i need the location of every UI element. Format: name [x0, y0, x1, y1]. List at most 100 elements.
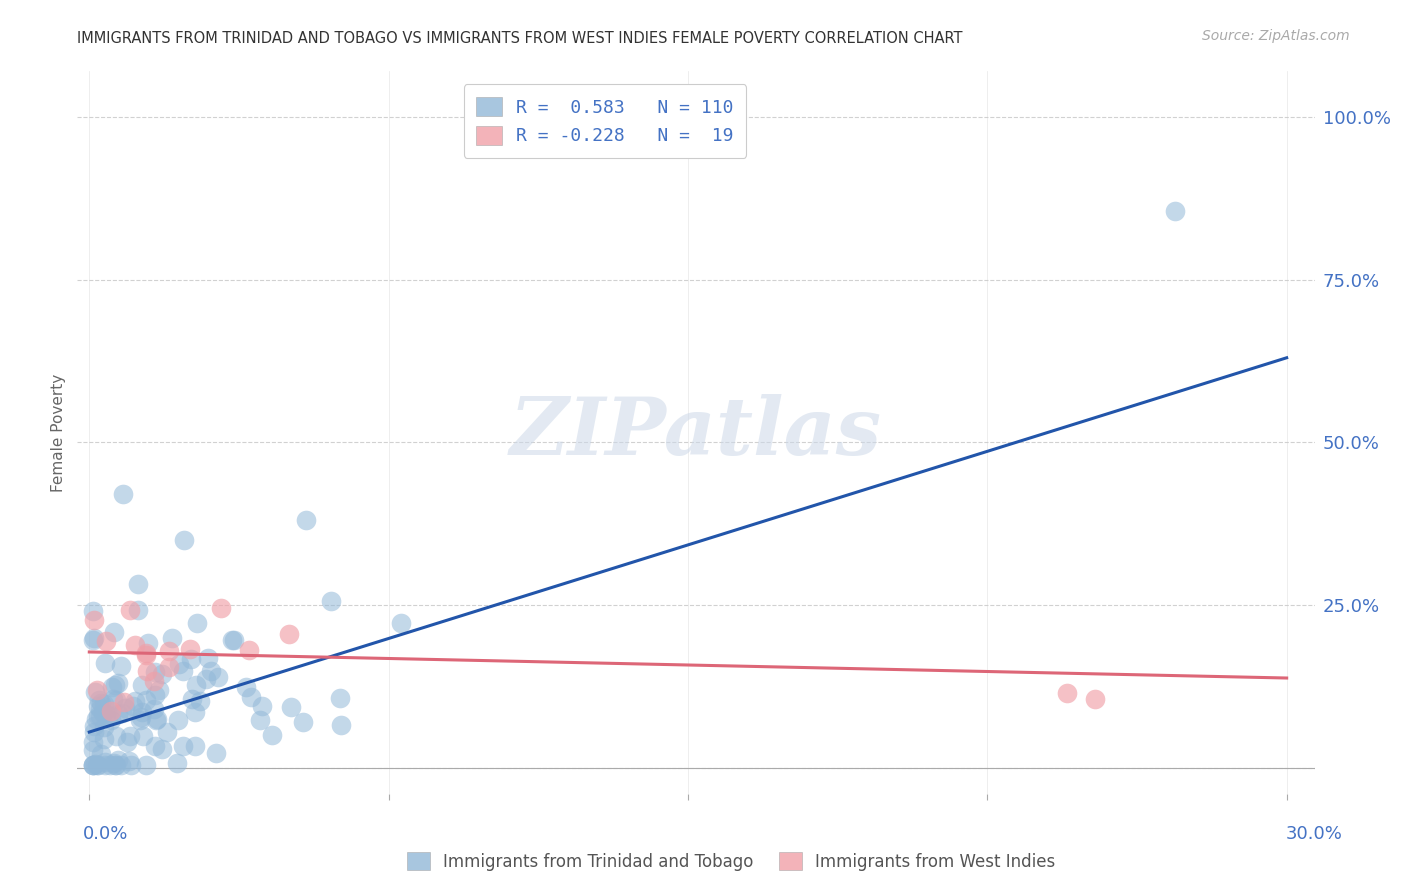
- Point: [82, 632, 104, 647]
- Point: [118, 755, 141, 769]
- Point: [127, 577, 149, 591]
- Point: [96, 706, 118, 721]
- Point: [142, 702, 165, 716]
- Point: [94, 633, 117, 648]
- Point: [143, 739, 166, 753]
- Text: 30.0%: 30.0%: [1286, 825, 1343, 843]
- Point: [107, 676, 129, 690]
- Point: [114, 701, 136, 715]
- Point: [101, 692, 124, 706]
- Point: [181, 692, 204, 706]
- Point: [235, 680, 257, 694]
- Point: [173, 533, 195, 547]
- Point: [222, 632, 245, 647]
- Legend: R =  0.583   N = 110, R = -0.228   N =  19: R = 0.583 N = 110, R = -0.228 N = 19: [464, 84, 747, 158]
- Point: [82, 735, 104, 749]
- Point: [111, 487, 134, 501]
- Point: [167, 657, 190, 671]
- Point: [94, 755, 117, 769]
- Point: [107, 707, 129, 722]
- Point: [110, 757, 132, 772]
- Point: [148, 683, 170, 698]
- Point: [132, 729, 155, 743]
- Point: [100, 704, 122, 718]
- Text: Source: ZipAtlas.com: Source: ZipAtlas.com: [1202, 29, 1350, 43]
- Point: [82, 757, 104, 772]
- Text: ZIPatlas: ZIPatlas: [510, 394, 882, 471]
- Point: [87, 708, 110, 723]
- Point: [93, 731, 115, 746]
- Point: [83, 725, 105, 739]
- Point: [112, 695, 135, 709]
- Point: [127, 603, 149, 617]
- Point: [105, 729, 128, 743]
- Point: [184, 677, 207, 691]
- Point: [89, 702, 111, 716]
- Point: [97, 708, 120, 723]
- Point: [194, 672, 217, 686]
- Point: [135, 646, 157, 660]
- Point: [83, 719, 105, 733]
- Point: [329, 691, 352, 706]
- Point: [110, 658, 132, 673]
- Text: 0.0%: 0.0%: [83, 825, 128, 843]
- Point: [83, 756, 105, 771]
- Point: [90, 747, 112, 761]
- Point: [160, 631, 183, 645]
- Point: [98, 757, 121, 772]
- Point: [156, 725, 179, 739]
- Point: [172, 739, 194, 753]
- Point: [83, 631, 105, 645]
- Point: [134, 693, 156, 707]
- Point: [100, 714, 122, 728]
- Point: [207, 670, 229, 684]
- Point: [82, 757, 104, 772]
- Point: [82, 743, 104, 757]
- Y-axis label: Female Poverty: Female Poverty: [51, 374, 66, 491]
- Point: [184, 705, 207, 719]
- Point: [146, 712, 169, 726]
- Point: [135, 648, 157, 662]
- Point: [91, 706, 114, 720]
- Point: [157, 660, 180, 674]
- Point: [86, 682, 108, 697]
- Legend: Immigrants from Trinidad and Tobago, Immigrants from West Indies: Immigrants from Trinidad and Tobago, Imm…: [398, 844, 1064, 880]
- Point: [124, 694, 146, 708]
- Point: [118, 729, 141, 743]
- Point: [103, 756, 125, 771]
- Point: [107, 753, 129, 767]
- Point: [166, 714, 188, 728]
- Point: [131, 705, 153, 719]
- Point: [143, 689, 166, 703]
- Point: [280, 700, 302, 714]
- Point: [104, 678, 127, 692]
- Point: [86, 698, 108, 713]
- Point: [389, 616, 412, 631]
- Point: [150, 667, 173, 681]
- Point: [145, 714, 167, 728]
- Point: [87, 757, 110, 772]
- Point: [93, 720, 115, 734]
- Point: [143, 665, 166, 679]
- Point: [277, 627, 299, 641]
- Point: [93, 698, 115, 712]
- Point: [150, 742, 173, 756]
- Point: [209, 601, 232, 615]
- Point: [294, 514, 316, 528]
- Point: [205, 746, 228, 760]
- Point: [221, 633, 243, 648]
- Point: [111, 706, 134, 721]
- Point: [118, 602, 141, 616]
- Point: [129, 710, 152, 724]
- Point: [117, 735, 139, 749]
- Point: [157, 644, 180, 658]
- Point: [82, 757, 104, 772]
- Point: [83, 685, 105, 699]
- Text: IMMIGRANTS FROM TRINIDAD AND TOBAGO VS IMMIGRANTS FROM WEST INDIES FEMALE POVERT: IMMIGRANTS FROM TRINIDAD AND TOBAGO VS I…: [77, 31, 963, 46]
- Point: [129, 713, 152, 727]
- Point: [135, 757, 157, 772]
- Point: [105, 693, 128, 707]
- Point: [131, 678, 153, 692]
- Point: [101, 680, 124, 694]
- Point: [87, 693, 110, 707]
